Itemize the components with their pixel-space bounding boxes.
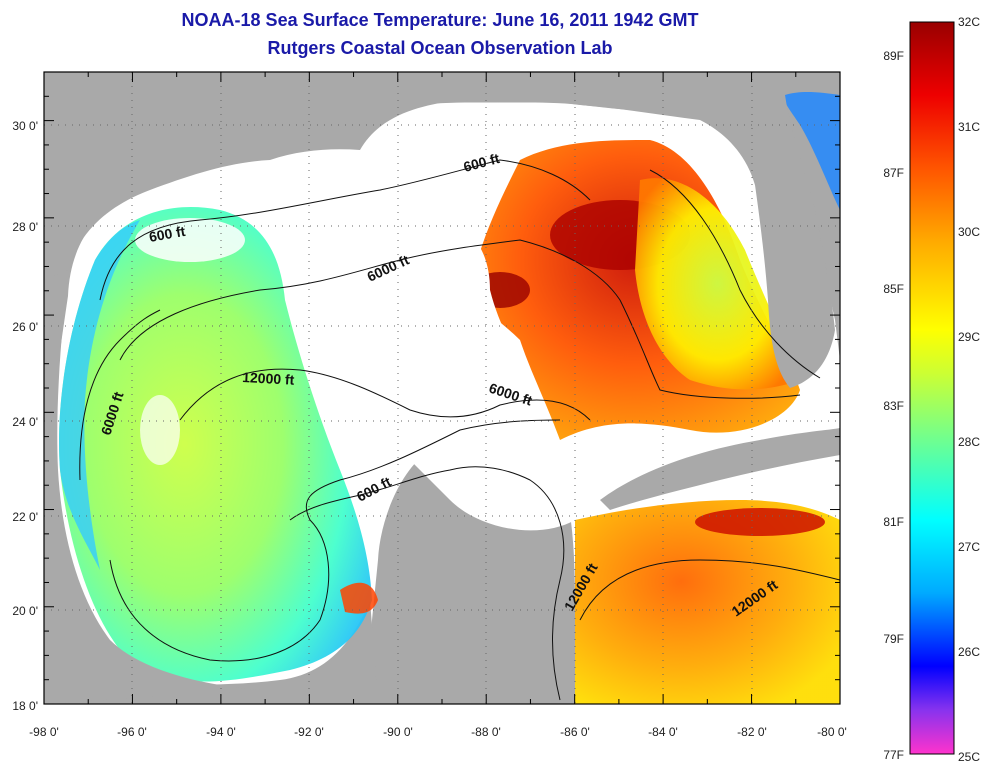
x-tick-label: -92 0' <box>294 725 324 739</box>
colorbar-f-label: 77F <box>883 748 904 762</box>
campeche-warm-spot <box>340 582 378 614</box>
x-tick-label: -98 0' <box>29 725 59 739</box>
colorbar-c-label: 26C <box>958 645 980 659</box>
atlantic-cool-strip <box>780 89 840 210</box>
colorbar-celsius-labels: 32C 31C 30C 29C 28C 27C 26C 25C <box>958 15 980 764</box>
colorbar-f-label: 89F <box>883 49 904 63</box>
florida-shelf-sst <box>635 178 800 390</box>
us-gulf-coast-land <box>44 72 700 280</box>
contour-600ft-north <box>99 159 591 301</box>
central-cloud <box>285 213 575 531</box>
x-tick-label: -96 0' <box>117 725 147 739</box>
caribbean-sst <box>575 500 840 704</box>
y-tick-label: 18 0' <box>12 699 38 713</box>
x-tick-label: -84 0' <box>648 725 678 739</box>
west-gulf-sst <box>59 207 372 682</box>
map-subtitle: Rutgers Coastal Ocean Observation Lab <box>267 38 613 58</box>
x-tick-label: -80 0' <box>817 725 847 739</box>
x-tick-label: -90 0' <box>383 725 413 739</box>
contour-12000ft-carib <box>579 559 840 621</box>
colorbar-f-label: 83F <box>883 399 904 413</box>
colorbar-c-label: 29C <box>958 330 980 344</box>
y-tick-label: 28 0' <box>12 220 38 234</box>
colorbar-c-label: 25C <box>958 750 980 764</box>
x-tick-label: -82 0' <box>737 725 767 739</box>
colorbar-c-label: 31C <box>958 120 980 134</box>
colorbar-f-label: 81F <box>883 515 904 529</box>
mexico-land <box>44 270 260 704</box>
x-tick-label: -86 0' <box>560 725 590 739</box>
y-tick-label: 26 0' <box>12 320 38 334</box>
west-coast-cool-strip <box>59 220 140 570</box>
florida-land <box>700 72 840 388</box>
contour-6000ft-west <box>79 309 161 481</box>
cloud-patch <box>140 395 180 465</box>
contour-label: 12000 ft <box>242 369 295 388</box>
cuba-land <box>600 428 840 510</box>
colorbar-f-label: 79F <box>883 632 904 646</box>
mexico-south-land <box>44 600 378 704</box>
y-tick-label: 22 0' <box>12 510 38 524</box>
contour-label: 600 ft <box>148 223 187 245</box>
colorbar-c-label: 27C <box>958 540 980 554</box>
contour-600ft-florida <box>649 169 821 379</box>
cloud-patch <box>135 218 245 262</box>
x-tick-label: -88 0' <box>471 725 501 739</box>
contour-6000ft-north <box>119 239 801 399</box>
colorbar-f-label: 85F <box>883 282 904 296</box>
colorbar <box>909 21 955 755</box>
x-axis-labels: -98 0' -96 0' -94 0' -92 0' -90 0' -88 0… <box>29 725 847 739</box>
colorbar-c-label: 30C <box>958 225 980 239</box>
map-title: NOAA-18 Sea Surface Temperature: June 16… <box>181 10 699 30</box>
axis-ticks <box>43 71 841 705</box>
colorbar-f-label: 87F <box>883 166 904 180</box>
y-tick-label: 30 0' <box>12 119 38 133</box>
colorbar-c-label: 32C <box>958 15 980 29</box>
bathymetry-contours <box>79 159 840 701</box>
colorbar-c-label: 28C <box>958 435 980 449</box>
colorbar-fahrenheit-labels: 89F 87F 85F 83F 81F 79F 77F <box>883 49 904 762</box>
y-tick-label: 20 0' <box>12 604 38 618</box>
contour-600ft-yucatan <box>289 466 565 701</box>
y-tick-label: 24 0' <box>12 415 38 429</box>
lat-lon-grid <box>44 72 840 704</box>
x-tick-label: -94 0' <box>206 725 236 739</box>
caribbean-warm-band <box>695 508 825 536</box>
contour-12000ft <box>179 368 591 421</box>
contour-6000ft-south <box>109 419 561 662</box>
y-axis-labels: 18 0' 20 0' 22 0' 24 0' 26 0' 28 0' 30 0… <box>12 119 38 713</box>
